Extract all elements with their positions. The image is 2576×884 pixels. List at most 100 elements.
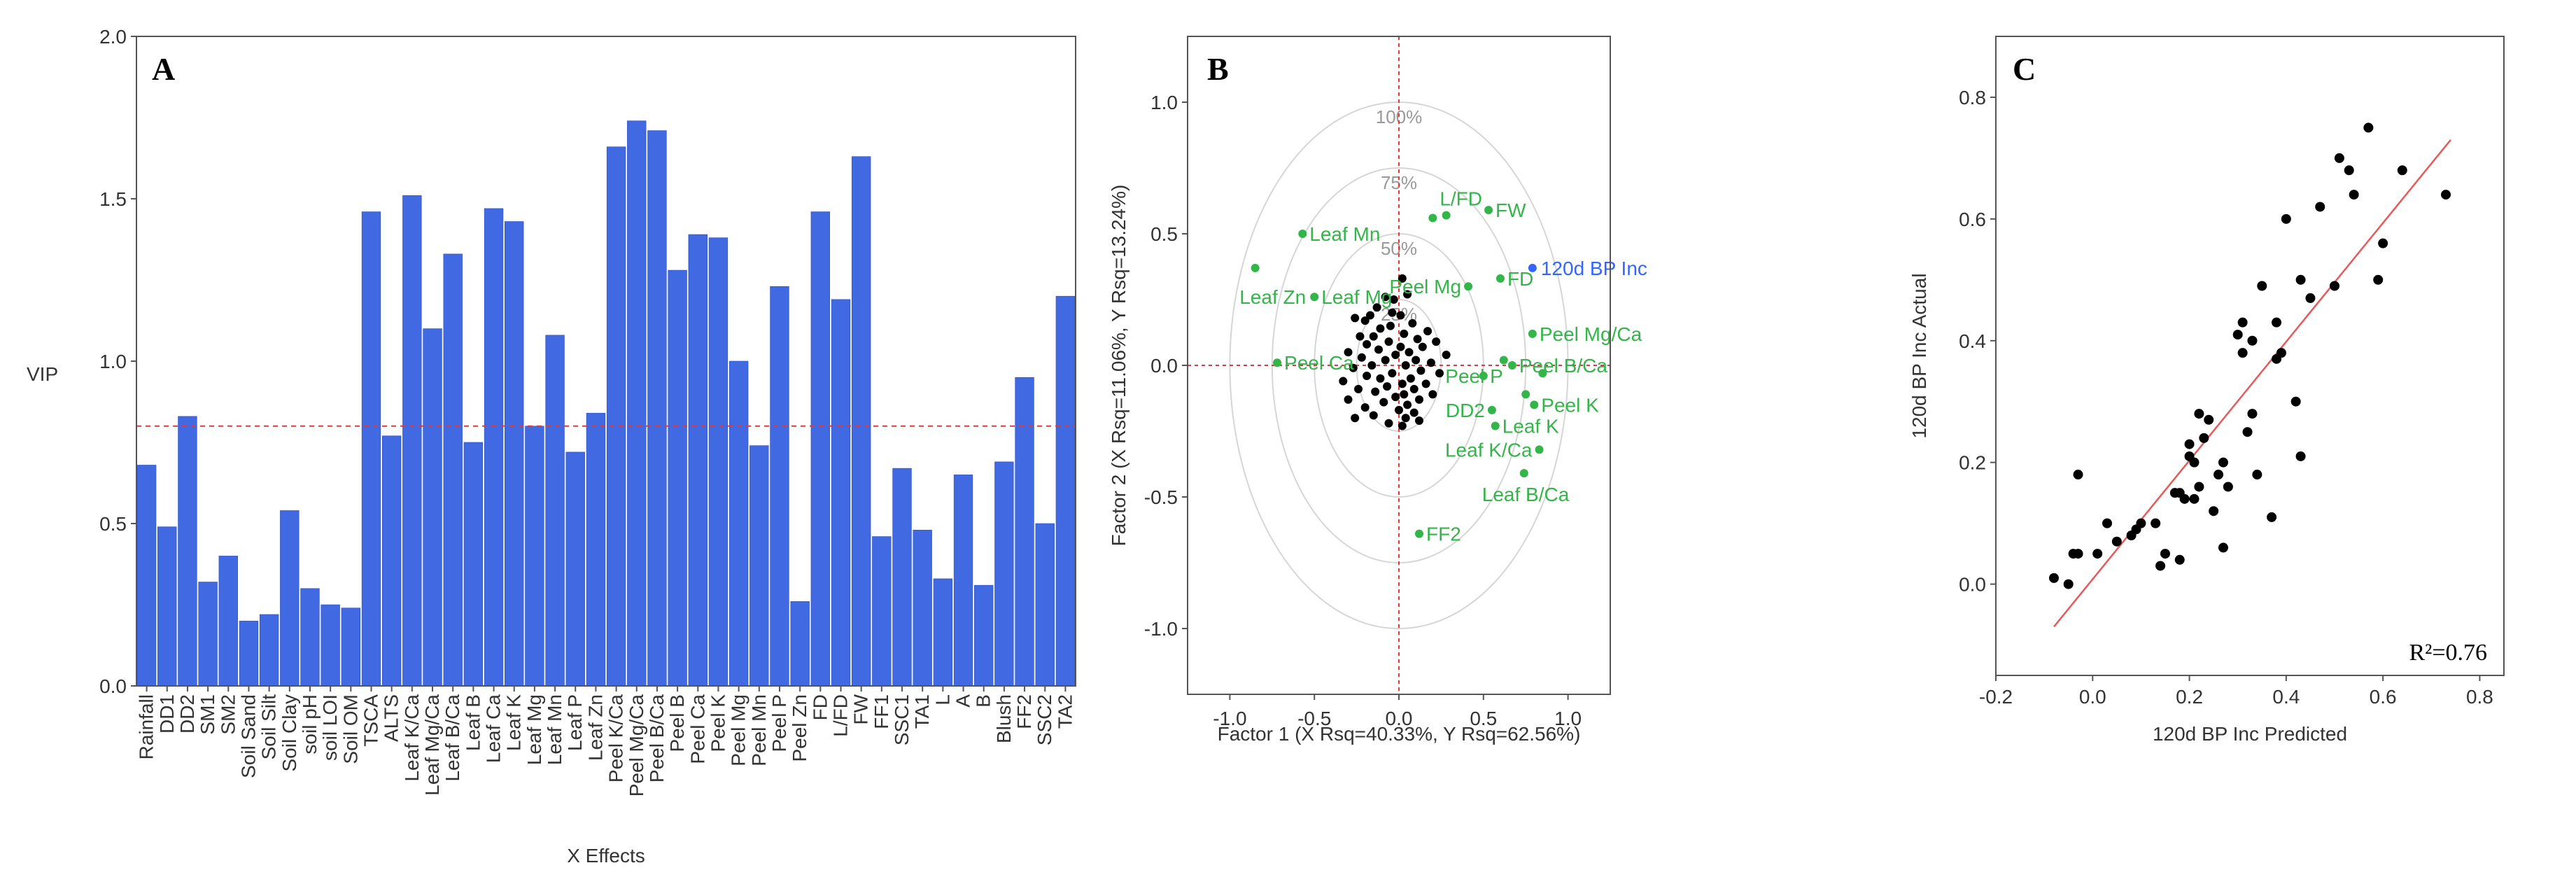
score-point [1363, 372, 1372, 381]
score-point [1360, 316, 1370, 325]
y-tick-label: 1.0 [1150, 92, 1178, 113]
vip-bar [606, 146, 626, 687]
score-point [1398, 421, 1407, 430]
x-tick-label: Peel Zn [789, 694, 810, 762]
observation-point [2305, 293, 2316, 303]
observation-point [2174, 554, 2185, 565]
vip-bar [545, 335, 565, 687]
observation-point [2290, 396, 2301, 407]
x-tick-label: TA2 [1054, 694, 1076, 729]
x-tick-label: Leaf Mg/Ca [421, 694, 443, 796]
score-point [1400, 329, 1409, 338]
x-tick-label: 0.5 [1470, 708, 1497, 729]
loading-label: Peel Mg [1389, 276, 1461, 297]
vip-bar [321, 604, 340, 687]
x-tick-label: Peel B/Ca [646, 694, 668, 783]
loading-point [1491, 421, 1500, 430]
panel-a-label: A [152, 51, 175, 87]
score-point [1421, 379, 1430, 388]
observation-point [2155, 561, 2166, 571]
score-point [1403, 290, 1412, 299]
y-tick-label: 0.6 [1959, 209, 1986, 230]
response-point [1528, 263, 1537, 272]
score-point [1416, 366, 1426, 375]
x-tick-label: ALTS [381, 694, 402, 742]
x-tick-label: DD2 [176, 694, 198, 734]
score-point [1363, 339, 1372, 349]
panel-c-y-axis-label: 120d BP Inc Actual [1908, 273, 1930, 438]
score-point [1408, 318, 1417, 328]
observation-point [2199, 433, 2209, 443]
panel-a-y-axis-label: VIP [27, 363, 58, 385]
score-point [1386, 321, 1395, 330]
panel-b-x-axis-label: Factor 1 (X Rsq=40.33%, Y Rsq=62.56%) [1218, 723, 1581, 745]
x-tick-label: soil pH [299, 694, 321, 755]
vip-bar [341, 608, 361, 687]
score-point [1401, 414, 1410, 423]
y-tick-label: 1.5 [99, 188, 127, 210]
vip-bar [872, 536, 892, 687]
x-tick-label: 0.0 [1386, 708, 1413, 729]
loading-point [1495, 274, 1505, 283]
vip-bar [423, 328, 442, 687]
vip-bar [770, 286, 789, 687]
x-tick-label: Peel Mn [748, 694, 770, 766]
score-point [1376, 324, 1385, 333]
loading-label: L/FD [1440, 188, 1482, 209]
loading-label: Leaf Mg [1321, 286, 1392, 308]
x-tick-label: DD1 [156, 694, 178, 734]
observation-point [2204, 414, 2214, 425]
observation-point [2237, 317, 2248, 328]
y-tick-label: 0.4 [1959, 330, 1986, 352]
loading-label: Leaf K/Ca [1445, 439, 1533, 461]
x-tick-label: SSC1 [891, 694, 913, 745]
vip-bar [688, 234, 708, 687]
score-point [1383, 382, 1392, 391]
score-point [1372, 303, 1381, 312]
x-tick-label: FF1 [871, 694, 892, 729]
x-tick-label: Leaf B/Ca [442, 694, 463, 782]
x-tick-label: Peel K [707, 694, 729, 752]
score-point [1391, 350, 1400, 359]
score-point [1360, 403, 1370, 412]
x-tick-label: SM2 [217, 694, 239, 735]
x-tick-label: TSCA [360, 694, 382, 747]
score-point [1391, 393, 1400, 402]
vip-bar [586, 412, 606, 687]
score-point [1357, 353, 1366, 362]
x-tick-label: 0.8 [2466, 686, 2493, 708]
score-point [1369, 411, 1378, 420]
score-point [1414, 416, 1423, 425]
y-tick-label: -0.5 [1144, 486, 1178, 508]
y-tick-label: 0.0 [1959, 574, 1986, 596]
x-tick-label: Soil OM [339, 694, 361, 764]
score-point [1376, 374, 1385, 383]
score-point [1374, 345, 1384, 354]
vip-bar [484, 208, 504, 687]
score-point [1406, 374, 1415, 383]
observation-point [2218, 457, 2228, 468]
observation-point [2136, 518, 2146, 528]
score-point [1384, 419, 1393, 428]
x-tick-label: FF2 [1013, 694, 1035, 729]
observation-point [2272, 317, 2282, 328]
vip-bar [136, 465, 157, 687]
vip-bar [913, 529, 932, 687]
x-tick-label: L [931, 694, 953, 706]
loading-point [1521, 390, 1530, 399]
score-point [1396, 311, 1405, 320]
observation-point [2330, 281, 2339, 291]
loading-label: Peel Mg/Ca [1540, 323, 1642, 345]
x-tick-label: Leaf Mn [544, 694, 565, 765]
loading-label: Leaf Mn [1309, 223, 1380, 245]
y-tick-label: 0.2 [1959, 452, 1986, 474]
observation-point [2111, 536, 2122, 547]
x-tick-label: Leaf Mg [523, 694, 545, 765]
vip-bar [810, 211, 831, 687]
loading-label: DD2 [1446, 400, 1485, 421]
loading-label: FD [1507, 268, 1533, 290]
x-tick-label: -0.2 [1979, 686, 2013, 708]
x-tick-label: Peel Mg [728, 694, 749, 766]
vip-bar [1015, 377, 1034, 687]
